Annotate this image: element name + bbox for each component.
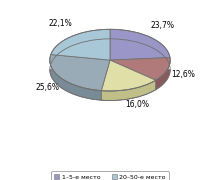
Polygon shape [101, 80, 156, 100]
Polygon shape [50, 55, 110, 91]
Polygon shape [110, 60, 170, 90]
Polygon shape [110, 29, 170, 60]
Text: 12,6%: 12,6% [171, 70, 195, 79]
Legend: 1–5-е место, 6–10-е место, 11–20-е место, 20–50-е место, Прочие: 1–5-е место, 6–10-е место, 11–20-е место… [51, 171, 169, 180]
Polygon shape [51, 29, 110, 60]
Text: 25,6%: 25,6% [35, 83, 59, 92]
Text: 16,0%: 16,0% [125, 100, 149, 109]
Polygon shape [110, 58, 170, 80]
Polygon shape [50, 60, 110, 100]
Text: 23,7%: 23,7% [150, 21, 174, 30]
Text: 22,1%: 22,1% [49, 19, 73, 28]
Polygon shape [101, 60, 156, 91]
